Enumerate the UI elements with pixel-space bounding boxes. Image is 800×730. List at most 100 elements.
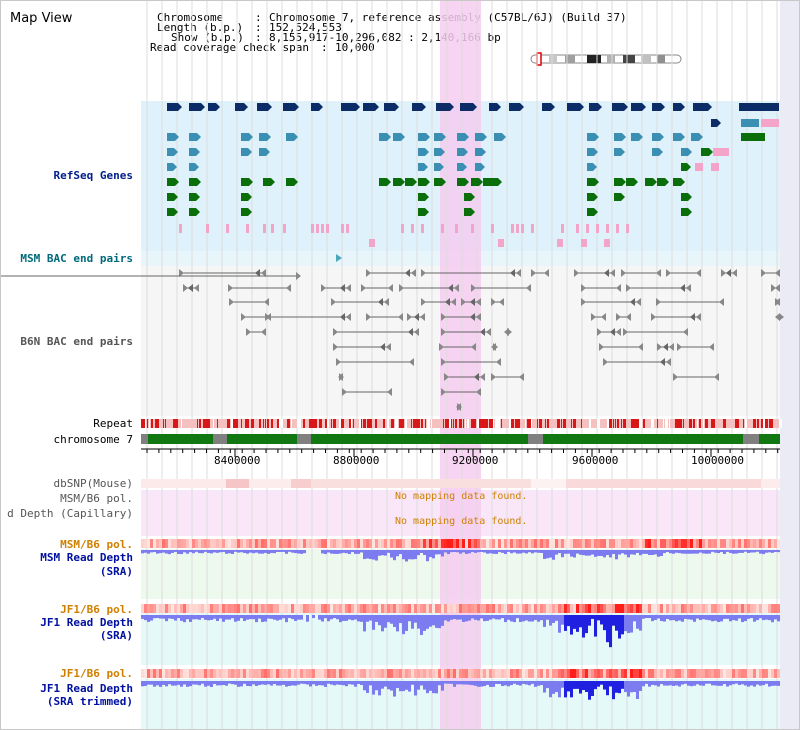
polymorphism-cell	[492, 604, 495, 613]
read-depth-bar	[234, 615, 237, 622]
read-depth-bar	[495, 681, 498, 684]
repeat-element	[383, 419, 385, 428]
polymorphism-cell	[291, 539, 294, 548]
read-depth-bar	[444, 681, 447, 684]
polymorphism-cell	[645, 669, 648, 678]
polymorphism-cell	[543, 539, 546, 548]
read-depth-bar	[567, 550, 570, 554]
polymorphism-cell	[714, 669, 717, 678]
read-depth-bar	[465, 681, 468, 685]
repeat-element	[763, 419, 766, 428]
read-depth-bar	[336, 550, 339, 554]
read-depth-bar	[462, 550, 465, 553]
read-depth-bar	[660, 681, 663, 685]
repeat-element	[363, 419, 366, 428]
bac-end	[516, 269, 521, 277]
read-depth-bar	[369, 615, 372, 621]
polymorphism-cell	[660, 669, 663, 678]
polymorphism-cell	[579, 604, 582, 613]
polymorphism-cell	[606, 669, 609, 678]
read-depth-bar	[528, 550, 531, 553]
polymorphism-cell	[411, 604, 414, 613]
repeat-element	[271, 419, 273, 428]
polymorphism-cell	[237, 539, 240, 548]
polymorphism-cell	[210, 539, 213, 548]
read-depth-bar	[198, 550, 201, 554]
read-depth-bar	[660, 550, 663, 557]
polymorphism-cell	[267, 669, 270, 678]
polymorphism-cell	[660, 539, 663, 548]
gene-feature	[457, 133, 469, 141]
read-depth-bar	[516, 681, 519, 685]
polymorphism-cell	[165, 669, 168, 678]
repeat-element	[165, 419, 166, 428]
read-depth-bar	[348, 550, 351, 555]
gene-feature	[491, 224, 494, 233]
bac-end	[264, 298, 269, 306]
chromosome-ideogram[interactable]	[529, 52, 685, 66]
read-depth-bar	[705, 681, 708, 684]
gene-feature	[587, 208, 598, 216]
polymorphism-cell	[675, 669, 678, 678]
polymorphism-cell	[156, 604, 159, 613]
polymorphism-cell	[177, 539, 180, 548]
repeat-element	[445, 419, 447, 428]
read-depth-bar	[774, 550, 777, 552]
gene-feature	[614, 133, 626, 141]
polymorphism-cell	[534, 604, 537, 613]
read-depth-bar	[777, 550, 780, 553]
read-depth-bar	[603, 681, 606, 690]
track-label-jf1-read-depth-sra: (SRA)	[99, 629, 133, 642]
repeat-element	[421, 419, 423, 428]
bac-end	[384, 298, 389, 306]
repeat-element	[173, 419, 175, 428]
read-depth-bar	[324, 550, 327, 555]
dbsnp-density	[761, 479, 780, 488]
read-depth-bar	[729, 550, 732, 553]
polymorphism-cell	[585, 604, 588, 613]
polymorphism-cell	[423, 604, 426, 613]
gene-feature	[701, 148, 713, 156]
polymorphism-cell	[513, 669, 516, 678]
axis-tick-label: 9600000	[572, 454, 619, 467]
polymorphism-cell	[642, 604, 645, 613]
polymorphism-cell	[345, 669, 348, 678]
gene-feature	[681, 148, 692, 156]
polymorphism-cell	[576, 539, 579, 548]
polymorphism-cell	[747, 669, 750, 678]
polymorphism-cell	[705, 669, 708, 678]
repeat-element	[217, 419, 218, 428]
track-label-msm-read-depth: MSM Read Depth	[40, 551, 133, 564]
repeat-element	[711, 419, 714, 428]
read-depth-bar	[144, 615, 147, 621]
polymorphism-cell	[147, 604, 150, 613]
polymorphism-cell	[669, 604, 672, 613]
repeat-element	[387, 419, 389, 428]
repeat-element	[765, 419, 768, 428]
read-depth-bar	[648, 550, 651, 556]
polymorphism-cell	[759, 604, 762, 613]
read-depth-bar	[519, 615, 522, 623]
polymorphism-cell	[702, 669, 705, 678]
read-depth-bar	[390, 615, 393, 624]
read-depth-bar	[498, 681, 501, 685]
right-scrollbar-area[interactable]	[780, 1, 799, 729]
read-depth-bar	[144, 681, 147, 686]
polymorphism-cell	[141, 669, 144, 678]
polymorphism-cell	[150, 604, 153, 613]
polymorphism-cell	[432, 539, 435, 548]
repeat-element	[235, 419, 237, 428]
gene-feature	[189, 193, 200, 201]
polymorphism-cell	[327, 669, 330, 678]
bac-end	[690, 313, 695, 321]
polymorphism-cell	[447, 669, 450, 678]
polymorphism-cell	[429, 604, 432, 613]
polymorphism-cell	[360, 669, 363, 678]
polymorphism-cell	[144, 604, 147, 613]
read-depth-bar	[204, 681, 207, 687]
polymorphism-cell	[177, 604, 180, 613]
polymorphism-cell	[537, 669, 540, 678]
repeat-element	[511, 419, 514, 428]
polymorphism-cell	[279, 604, 282, 613]
polymorphism-cell	[429, 539, 432, 548]
